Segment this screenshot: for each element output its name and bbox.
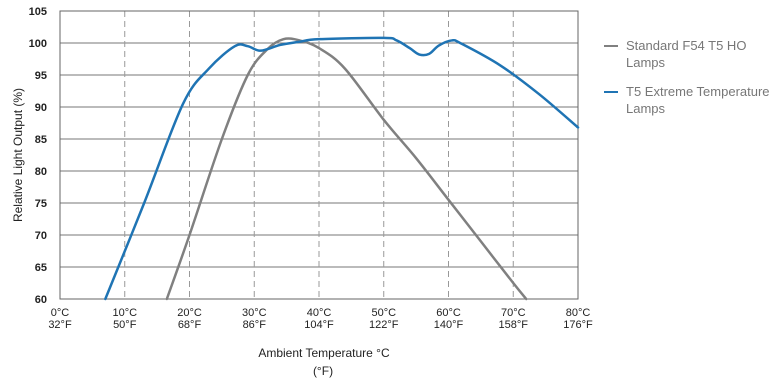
series-lines [104,36,580,301]
y-tick-label: 95 [35,70,47,82]
x-tick-label-f: 140°F [434,319,464,331]
legend-label-standard: Standard F54 T5 HO Lamps [626,38,747,70]
x-tick-label-f: 32°F [48,319,72,331]
x-tick-label-c: 30°C [242,307,267,319]
series-line-extreme [104,36,580,301]
y-axis-title: Relative Light Output (%) [11,88,25,222]
x-tick-label-f: 122°F [369,319,399,331]
y-axis-ticks: 60 65 70 75 80 85 90 95 100 105 [29,6,47,306]
x-axis-ticks: 0°C32°F 10°C50°F 20°C68°F 30°C86°F 40°C104°F… [48,307,593,331]
x-tick-label-c: 0°C [51,307,70,319]
x-tick-label-c: 40°C [307,307,332,319]
legend-label-extreme: T5 Extreme Temperature Lamps [626,84,770,116]
x-tick-label-f: 104°F [304,319,334,331]
legend-swatch-standard [604,45,618,47]
legend: Standard F54 T5 HO Lamps T5 Extreme Temp… [604,37,784,129]
x-tick-label-f: 176°F [563,319,593,331]
y-tick-label: 80 [35,166,47,178]
x-axis-title: Ambient Temperature °C [258,346,390,360]
x-tick-label-c: 20°C [177,307,202,319]
y-tick-label: 90 [35,102,47,114]
series-line-standard [165,37,528,301]
y-tick-label: 100 [29,38,47,50]
legend-swatch-extreme [604,91,618,93]
x-tick-label-f: 86°F [243,319,267,331]
grid [60,10,578,300]
x-axis-title-unit: (°F) [313,364,333,378]
y-tick-label: 70 [35,230,47,242]
x-tick-label-f: 158°F [499,319,529,331]
x-tick-label-c: 60°C [436,307,461,319]
y-tick-label: 75 [35,198,47,210]
plot-frame [59,10,579,300]
y-tick-label: 85 [35,134,47,146]
y-tick-label: 65 [35,262,47,274]
x-tick-label-c: 10°C [112,307,137,319]
x-tick-label-f: 50°F [113,319,137,331]
legend-item-standard: Standard F54 T5 HO Lamps [604,37,784,71]
y-tick-label: 60 [35,294,47,306]
x-tick-label-c: 80°C [566,307,591,319]
legend-item-extreme: T5 Extreme Temperature Lamps [604,83,784,117]
y-tick-label: 105 [29,6,47,18]
x-tick-label-c: 50°C [371,307,396,319]
x-tick-label-f: 68°F [178,319,202,331]
x-tick-label-c: 70°C [501,307,526,319]
